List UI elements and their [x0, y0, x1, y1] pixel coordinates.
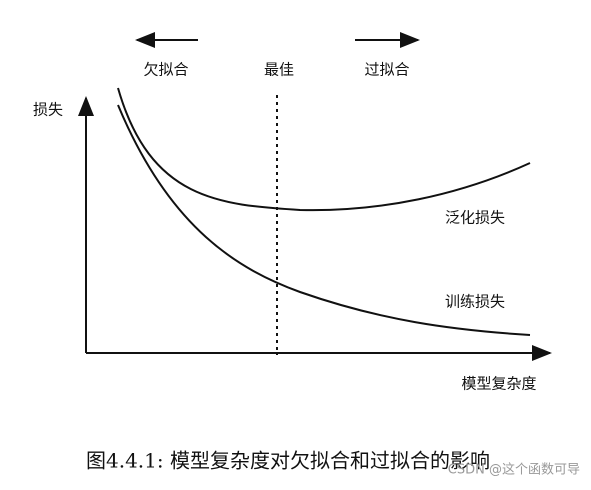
watermark: CSDN @这个函数可导	[448, 462, 580, 478]
overfit-label: 过拟合	[364, 61, 409, 79]
generalization-curve	[117, 87, 531, 212]
underfit-label: 欠拟合	[143, 61, 188, 79]
x-axis-label: 模型复杂度	[461, 375, 536, 393]
training-curve	[117, 104, 531, 336]
caption: 图4.4.1: 模型复杂度对欠拟合和过拟合的影响	[86, 449, 490, 473]
y-axis-label: 损失	[33, 101, 63, 119]
generalization-label: 泛化损失	[445, 209, 505, 227]
training-label: 训练损失	[445, 293, 505, 311]
optimal-label: 最佳	[264, 61, 294, 79]
